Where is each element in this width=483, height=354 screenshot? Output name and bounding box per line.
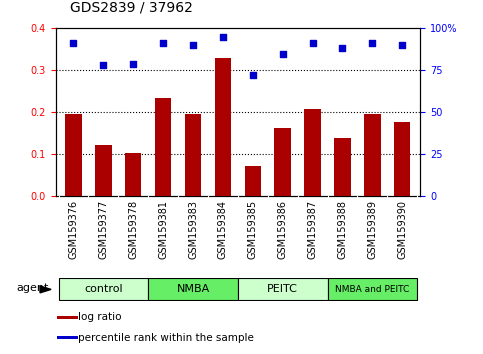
Point	[129, 61, 137, 67]
Point	[339, 46, 346, 51]
Point	[99, 63, 107, 68]
Bar	[65, 114, 82, 196]
Point	[70, 41, 77, 46]
Point	[398, 42, 406, 48]
Text: NMBA: NMBA	[176, 284, 210, 295]
Point	[279, 51, 286, 56]
Text: GSM159384: GSM159384	[218, 200, 228, 259]
Bar	[394, 122, 411, 196]
Text: GSM159376: GSM159376	[69, 200, 78, 259]
Bar	[215, 58, 231, 196]
Bar	[155, 98, 171, 196]
Text: GSM159390: GSM159390	[398, 200, 407, 259]
Text: GSM159377: GSM159377	[99, 200, 108, 259]
Text: log ratio: log ratio	[78, 312, 121, 322]
Bar	[334, 138, 351, 196]
Text: GSM159378: GSM159378	[128, 200, 138, 259]
Point	[159, 41, 167, 46]
Bar	[327, 278, 417, 301]
Text: NMBA and PEITC: NMBA and PEITC	[335, 285, 410, 294]
Bar	[304, 109, 321, 196]
Text: GSM159388: GSM159388	[338, 200, 347, 259]
Bar	[185, 114, 201, 196]
Text: percentile rank within the sample: percentile rank within the sample	[78, 332, 254, 343]
Bar	[244, 166, 261, 196]
Bar	[57, 316, 78, 319]
Text: GSM159389: GSM159389	[368, 200, 377, 259]
Bar	[238, 278, 327, 301]
Point	[369, 41, 376, 46]
Text: GSM159386: GSM159386	[278, 200, 288, 259]
Text: control: control	[84, 284, 123, 295]
Text: GSM159387: GSM159387	[308, 200, 318, 259]
Point	[309, 41, 316, 46]
Text: GSM159381: GSM159381	[158, 200, 168, 259]
Bar	[58, 278, 148, 301]
Point	[189, 42, 197, 48]
Bar	[95, 145, 112, 196]
Text: GSM159385: GSM159385	[248, 200, 258, 259]
Point	[249, 73, 256, 78]
Bar	[274, 129, 291, 196]
Bar	[125, 153, 142, 196]
Bar	[57, 336, 78, 339]
Bar	[364, 114, 381, 196]
Text: PEITC: PEITC	[267, 284, 298, 295]
Polygon shape	[40, 286, 51, 293]
Bar	[148, 278, 238, 301]
Text: agent: agent	[16, 283, 49, 293]
Text: GSM159383: GSM159383	[188, 200, 198, 259]
Text: GDS2839 / 37962: GDS2839 / 37962	[70, 0, 193, 14]
Point	[219, 34, 227, 40]
